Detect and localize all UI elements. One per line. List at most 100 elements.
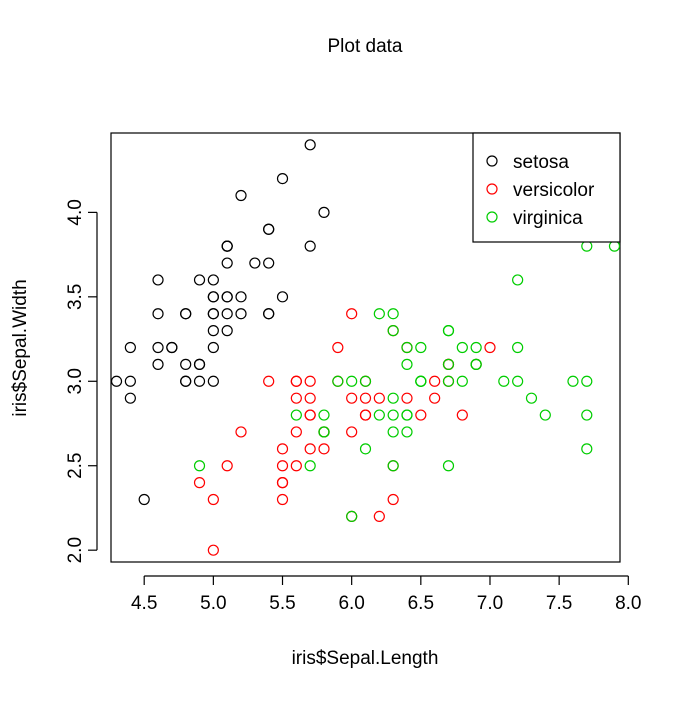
data-point: [581, 375, 593, 387]
data-point: [456, 409, 468, 421]
data-point: [401, 409, 413, 421]
data-point: [387, 409, 399, 421]
legend-items: setosa versicolor virginica: [486, 152, 595, 229]
data-point: [193, 460, 206, 472]
data-point: [456, 375, 468, 387]
series-versicolor: [193, 308, 496, 556]
data-point: [581, 240, 593, 252]
data-point: [221, 325, 233, 337]
data-point: [152, 308, 164, 320]
data-point: [442, 460, 455, 472]
data-point: [318, 409, 330, 421]
data-point: [193, 274, 206, 286]
data-point: [124, 341, 136, 354]
data-point: [124, 392, 136, 404]
data-point: [124, 375, 136, 387]
data-point: [470, 358, 482, 370]
data-point: [332, 341, 344, 354]
data-point: [387, 460, 399, 472]
data-point: [401, 341, 413, 354]
legend-item-versicolor: versicolor: [486, 180, 595, 201]
data-point: [304, 443, 316, 455]
x-axis: 4.5 5.0 5.5 6.0 6.5 7.0 7.5 8.0: [131, 575, 642, 614]
data-point: [304, 240, 316, 252]
data-point: [221, 257, 233, 269]
data-point: [401, 426, 413, 438]
y-tick-label: 2.0: [65, 537, 86, 563]
data-point: [304, 409, 316, 421]
data-point: [318, 426, 330, 438]
x-axis-label: iris$Sepal.Length: [292, 648, 439, 669]
y-tick-label: 3.0: [65, 368, 86, 394]
data-point: [512, 274, 524, 286]
plot-frame: [110, 132, 621, 563]
data-point: [221, 291, 233, 303]
data-point: [387, 392, 399, 404]
data-point: [539, 409, 551, 421]
data-point: [304, 139, 316, 151]
data-point: [235, 426, 247, 438]
data-point: [263, 308, 275, 320]
data-point: [442, 325, 455, 337]
data-point: [442, 375, 455, 387]
data-point: [138, 493, 150, 506]
data-point: [276, 477, 289, 489]
data-point: [152, 341, 164, 354]
data-point: [193, 477, 206, 489]
x-tick-label: 6.5: [408, 593, 434, 614]
x-tick-label: 7.0: [477, 593, 503, 614]
data-point: [581, 409, 593, 421]
x-tick-label: 7.5: [546, 593, 572, 614]
data-point: [346, 308, 358, 320]
legend-item-setosa: setosa: [486, 152, 569, 173]
data-point: [235, 291, 247, 303]
y-axis-label: iris$Sepal.Width: [10, 279, 31, 416]
data-point: [415, 341, 427, 354]
data-point: [290, 426, 302, 438]
data-point: [567, 375, 579, 387]
x-tick-label: 8.0: [615, 593, 641, 614]
data-points: [110, 139, 621, 556]
chart-title: Plot data: [328, 36, 403, 57]
data-point: [304, 375, 316, 387]
data-point: [249, 257, 261, 269]
data-point: [263, 257, 275, 269]
y-tick-label: 2.5: [65, 453, 86, 479]
data-point: [373, 510, 385, 522]
data-point: [608, 240, 621, 252]
data-point: [332, 375, 344, 387]
data-point: [276, 460, 289, 472]
data-point: [346, 510, 358, 522]
data-point: [110, 375, 123, 387]
data-point: [290, 375, 302, 387]
data-point: [207, 544, 219, 556]
data-point: [359, 443, 372, 455]
data-point: [387, 493, 399, 506]
data-point: [359, 392, 372, 404]
data-point: [221, 308, 233, 320]
legend: setosa versicolor virginica: [472, 132, 621, 243]
data-point: [207, 274, 219, 286]
data-point: [387, 308, 399, 320]
data-point: [525, 392, 538, 404]
data-point: [415, 409, 427, 421]
y-tick-label: 4.0: [65, 199, 86, 225]
data-point: [276, 291, 289, 303]
data-point: [512, 341, 524, 354]
legend-label: versicolor: [513, 180, 595, 201]
data-point: [359, 375, 372, 387]
data-point: [221, 240, 233, 252]
data-point: [290, 460, 302, 472]
data-point: [373, 308, 385, 320]
data-point: [290, 392, 302, 404]
legend-marker: [486, 155, 498, 167]
data-point: [318, 443, 330, 455]
data-point: [166, 341, 178, 354]
data-point: [290, 409, 302, 421]
data-point: [207, 325, 219, 337]
data-point: [193, 375, 206, 387]
series-setosa: [110, 139, 330, 506]
data-point: [484, 341, 496, 354]
data-point: [456, 341, 468, 354]
